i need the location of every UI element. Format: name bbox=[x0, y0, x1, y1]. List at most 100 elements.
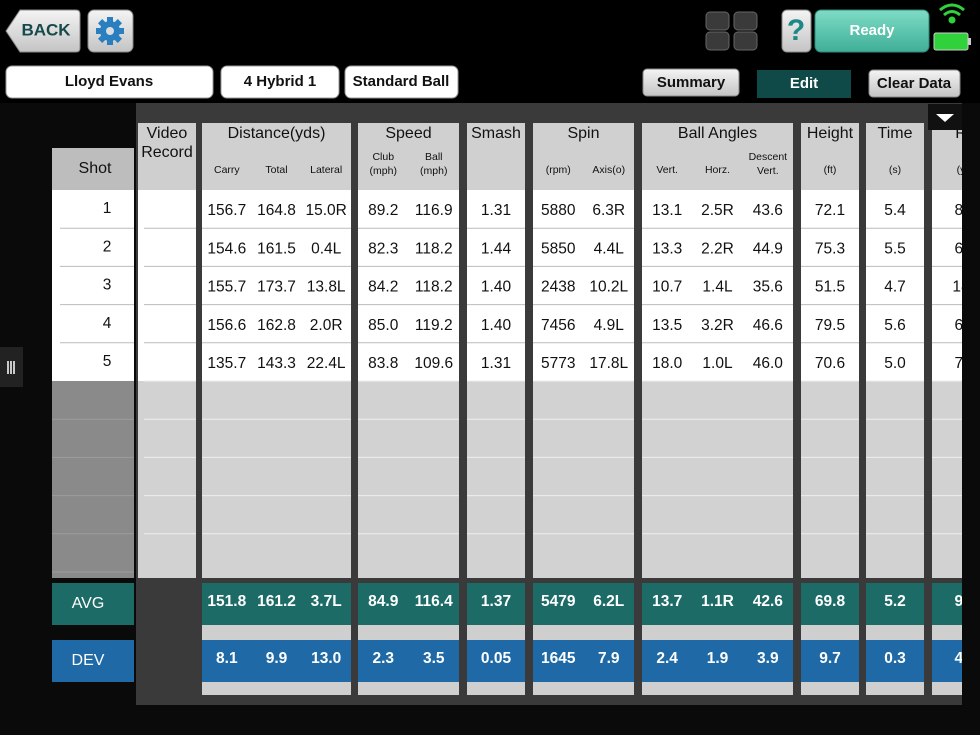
summary-gap bbox=[866, 682, 924, 695]
layout-grid-icon[interactable] bbox=[705, 11, 758, 51]
cell-value: 17.8L bbox=[589, 355, 628, 372]
column-body bbox=[932, 190, 962, 381]
edit-label[interactable]: Edit bbox=[790, 75, 818, 92]
summary-band bbox=[642, 583, 793, 625]
column-header-cell bbox=[358, 123, 459, 190]
summary-band bbox=[358, 583, 459, 625]
cell-value: 7. bbox=[955, 355, 968, 372]
cell-value: 161.5 bbox=[257, 240, 296, 257]
summary-band bbox=[801, 583, 859, 625]
summary-gap bbox=[642, 625, 793, 640]
summary-value: 3.7L bbox=[311, 593, 342, 610]
column-header-cell bbox=[467, 123, 525, 190]
summary-band bbox=[358, 640, 459, 682]
column-unit: (mph) bbox=[420, 165, 447, 177]
wifi-icon bbox=[939, 3, 965, 24]
summary-value: 2.4 bbox=[656, 650, 678, 667]
cell-value: 18 bbox=[952, 279, 969, 296]
column-header-cell bbox=[202, 123, 351, 190]
summary-value: 42.6 bbox=[753, 593, 784, 610]
column-unit: (s) bbox=[889, 164, 901, 176]
cell-value: 82.3 bbox=[368, 240, 398, 257]
summary-value: 0.05 bbox=[481, 650, 512, 667]
cell-value: 13.1 bbox=[652, 202, 682, 219]
video-body bbox=[138, 190, 196, 381]
cell-value: 116.9 bbox=[415, 202, 453, 219]
cell-value: 156.7 bbox=[207, 202, 246, 219]
column-header-cell bbox=[533, 123, 634, 190]
cell-value: 4.7 bbox=[884, 279, 906, 296]
summary-gap bbox=[358, 625, 459, 640]
summary-button[interactable] bbox=[642, 68, 740, 97]
summary-value: 5.2 bbox=[884, 593, 906, 610]
cell-value: 118.2 bbox=[415, 240, 453, 257]
ball-field[interactable] bbox=[344, 65, 459, 99]
help-button[interactable] bbox=[781, 9, 812, 53]
shot-header-cell bbox=[52, 148, 134, 190]
handle-icon bbox=[7, 361, 15, 374]
column-header-cell bbox=[932, 123, 962, 190]
summary-label[interactable]: Summary bbox=[657, 74, 726, 91]
club-field[interactable] bbox=[220, 65, 340, 99]
column-unit: Descent bbox=[749, 151, 788, 163]
column-header-cell bbox=[642, 123, 793, 190]
summary-value: 5479 bbox=[541, 593, 576, 610]
cell-value: 51.5 bbox=[815, 279, 845, 296]
column-unit: (ft) bbox=[824, 164, 837, 176]
summary-gap bbox=[202, 682, 351, 695]
cell-value: 15.0R bbox=[305, 202, 346, 219]
video-header: Record bbox=[141, 144, 193, 161]
cell-value: 1.0L bbox=[702, 355, 733, 372]
cell-value: 4.9L bbox=[594, 317, 625, 334]
status-label[interactable]: Ready bbox=[849, 22, 895, 39]
edit-button[interactable] bbox=[757, 70, 851, 98]
cell-value: 44.9 bbox=[753, 240, 783, 257]
cell-value: 1.44 bbox=[481, 240, 512, 257]
summary-value: 1645 bbox=[541, 650, 576, 667]
ball-name[interactable]: Standard Ball bbox=[353, 73, 450, 90]
column-body bbox=[358, 190, 459, 381]
column-unit: (rpm) bbox=[546, 164, 571, 176]
cell-value: 109.6 bbox=[414, 355, 453, 372]
summary-label: DEV bbox=[72, 652, 105, 669]
cell-value: 135.7 bbox=[207, 355, 246, 372]
cell-value: 46.6 bbox=[753, 317, 783, 334]
cell-value: 119.2 bbox=[415, 317, 453, 334]
summary-gap bbox=[358, 682, 459, 695]
player-name[interactable]: Lloyd Evans bbox=[65, 73, 153, 90]
summary-value: 3.9 bbox=[757, 650, 779, 667]
battery-icon bbox=[933, 32, 971, 51]
cell-value: 6.3R bbox=[592, 202, 625, 219]
column-group-title: R bbox=[955, 125, 967, 142]
summary-value: 1.9 bbox=[707, 650, 729, 667]
cell-value: 85.0 bbox=[368, 317, 399, 334]
cell-value: 1.4L bbox=[702, 279, 733, 296]
video-header: Video bbox=[147, 125, 188, 142]
status-button[interactable] bbox=[814, 9, 930, 53]
summary-value: 13.0 bbox=[311, 650, 341, 667]
shot-number: 2 bbox=[103, 238, 112, 255]
summary-band bbox=[533, 583, 634, 625]
column-unit: Club bbox=[372, 151, 394, 163]
cell-value: 83.8 bbox=[368, 355, 398, 372]
clear-data-label[interactable]: Clear Data bbox=[877, 75, 952, 92]
summary-band bbox=[932, 583, 962, 625]
summary-band bbox=[202, 583, 351, 625]
column-body bbox=[533, 190, 634, 381]
cell-value: 5880 bbox=[541, 202, 576, 219]
summary-label-cell bbox=[52, 640, 134, 682]
help-label[interactable]: ? bbox=[787, 14, 805, 47]
summary-gap bbox=[866, 625, 924, 640]
clear-data-button[interactable] bbox=[868, 69, 961, 98]
player-field[interactable] bbox=[5, 65, 214, 99]
summary-value: 69.8 bbox=[815, 593, 846, 610]
column-empty bbox=[533, 381, 634, 578]
back-button[interactable] bbox=[5, 9, 81, 53]
column-group-title: Distance(yds) bbox=[228, 125, 326, 142]
back-label[interactable]: BACK bbox=[21, 20, 71, 39]
club-name[interactable]: 4 Hybrid 1 bbox=[244, 73, 317, 90]
column-empty bbox=[801, 381, 859, 578]
column-body bbox=[801, 190, 859, 381]
cell-value: 5.0 bbox=[884, 355, 906, 372]
